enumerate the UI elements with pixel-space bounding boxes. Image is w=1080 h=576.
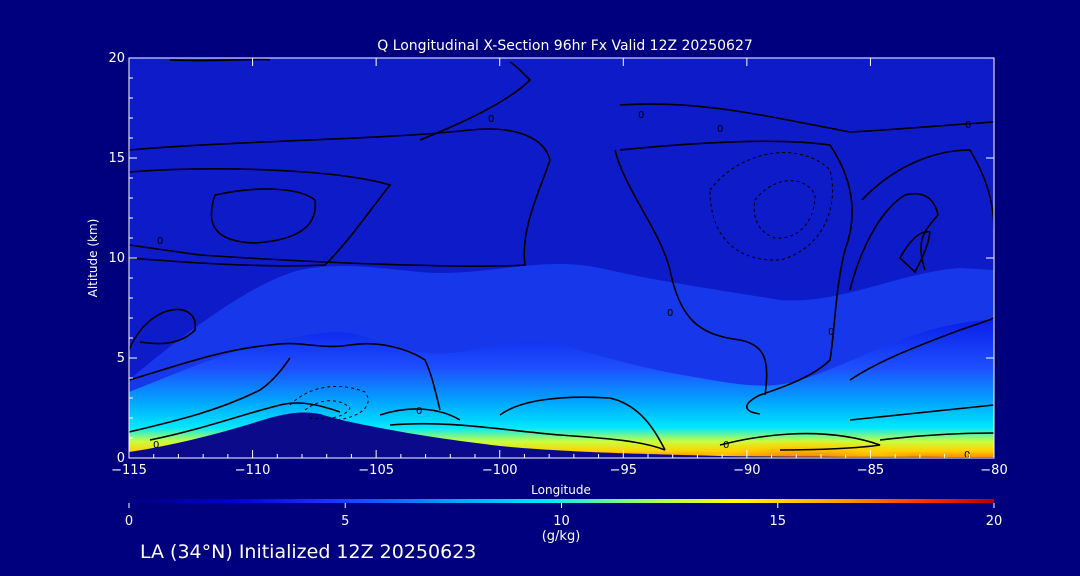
contour-label: 0	[965, 120, 971, 131]
colorbar-tick-label: 20	[986, 514, 1003, 529]
colorbar-tick-label: 15	[769, 514, 786, 529]
x-axis-label: Longitude	[531, 483, 591, 497]
x-tick-label: −85	[857, 463, 884, 478]
contour-line	[614, 149, 768, 396]
x-tick-label: −80	[980, 463, 1007, 478]
contour-line	[499, 396, 666, 451]
contour-line	[379, 408, 461, 421]
contours	[129, 58, 994, 451]
chart-title: Q Longitudinal X-Section 96hr Fx Valid 1…	[377, 38, 753, 54]
colorbar: 0 5 10 15 20 (g/kg)	[125, 499, 1002, 544]
contour-line	[389, 422, 666, 451]
x-tick-label: −95	[610, 463, 637, 478]
contour-label: 0	[667, 308, 673, 319]
plot-area: 0 0 0 0 0 0 0 0 0 0 0	[128, 57, 995, 461]
contour-line	[898, 231, 931, 274]
y-tick-label: 0	[117, 451, 125, 466]
contour-line	[210, 188, 317, 244]
contour-labels: 0 0 0 0 0 0 0 0 0 0 0	[153, 110, 971, 461]
colorbar-tick-label: 0	[125, 514, 133, 529]
max-humidity-region	[690, 422, 910, 458]
y-axis-label: Altitude (km)	[86, 219, 100, 298]
contour-label: 0	[638, 110, 644, 121]
contour-label: 0	[416, 406, 422, 417]
dashed-contour-line	[289, 385, 369, 421]
contour-line	[849, 193, 939, 291]
contour-line	[879, 432, 994, 441]
contour-label: 0	[717, 124, 723, 135]
contour-line	[619, 103, 994, 133]
terrain	[129, 412, 994, 458]
y-tick-label: 20	[108, 51, 125, 66]
colorbar-ticks: 0 5 10 15 20	[125, 503, 1002, 529]
contour-line	[129, 342, 441, 411]
y-axis: 0 5 10 15 20	[108, 51, 994, 466]
x-tick-label: −105	[358, 463, 394, 478]
contour-line	[849, 317, 994, 381]
contour-label: 0	[157, 236, 163, 247]
dashed-contour-line	[304, 400, 351, 420]
x-tick-label: −110	[235, 463, 271, 478]
colorbar-gradient	[129, 499, 994, 503]
y-tick-label: 5	[117, 351, 125, 366]
contour-line	[849, 404, 994, 421]
contour-line	[169, 58, 271, 62]
contour-label: 0	[964, 450, 970, 461]
colorbar-unit-label: (g/kg)	[542, 529, 581, 544]
contour-line	[619, 140, 853, 415]
x-tick-label: −115	[111, 463, 147, 478]
contour-line	[129, 168, 392, 267]
contour-label: 0	[723, 440, 729, 451]
contour-line	[129, 308, 196, 351]
contour-label: 0	[153, 440, 159, 451]
contour-line	[861, 149, 994, 231]
contour-line	[129, 128, 551, 267]
dashed-contours	[289, 152, 834, 421]
contour-label: 0	[828, 327, 834, 338]
y-tick-label: 10	[108, 251, 125, 266]
contour-line	[149, 402, 341, 441]
colorbar-tick-label: 5	[341, 514, 349, 529]
contour-line	[719, 432, 881, 451]
x-tick-label: −90	[733, 463, 760, 478]
y-tick-label: 15	[108, 151, 125, 166]
dashed-contour-line	[709, 152, 834, 261]
x-axis: −115 −110 −105 −100 −95 −90 −85 −80	[111, 58, 1008, 478]
contour-line	[129, 357, 291, 433]
x-tick-label: −100	[482, 463, 518, 478]
footer-initialization-text: LA (34°N) Initialized 12Z 20250623	[140, 541, 477, 563]
contour-line	[419, 61, 532, 141]
contour-label: 0	[488, 114, 494, 125]
dashed-contour-line	[753, 180, 816, 239]
colorbar-tick-label: 10	[553, 514, 570, 529]
